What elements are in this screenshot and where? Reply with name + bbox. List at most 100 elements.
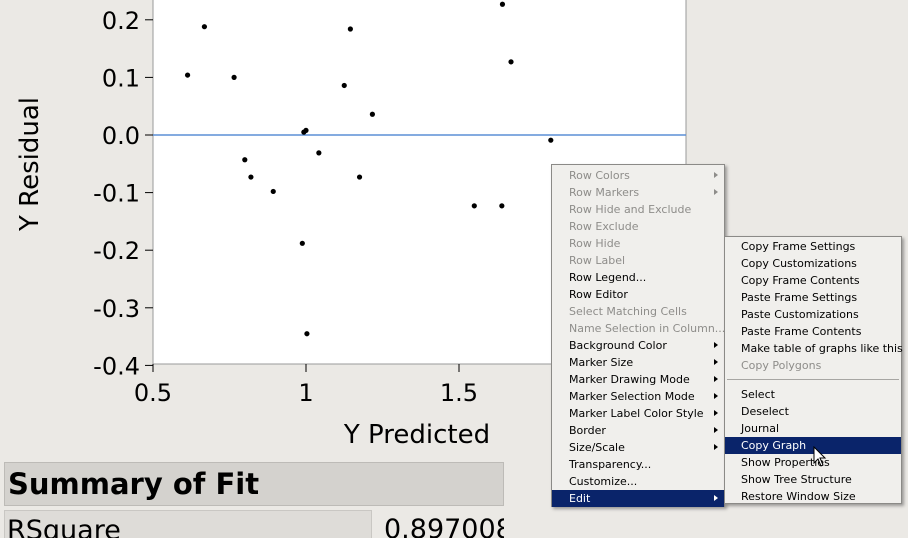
rsquare-row: RSquare 0.897008 — [4, 510, 504, 538]
x-axis: 0.5 1 1.5 — [134, 364, 478, 407]
data-point[interactable] — [303, 127, 309, 133]
y-tick-label: 0.0 — [102, 122, 140, 150]
menu-item-label: Customize... — [569, 475, 638, 488]
y-tick-label: -0.3 — [93, 295, 140, 323]
y-tick-label: -0.2 — [93, 237, 140, 265]
menu-item-row-markers[interactable]: Row Markers — [552, 184, 724, 201]
menu-item-label: Row Hide and Exclude — [569, 203, 692, 216]
menu-item-deselect[interactable]: Deselect — [725, 403, 901, 420]
data-points[interactable] — [184, 1, 554, 337]
menu-item-select-matching-cells[interactable]: Select Matching Cells — [552, 303, 724, 320]
data-point[interactable] — [270, 188, 276, 195]
menu-item-label: Edit — [569, 492, 591, 505]
menu-item-copy-customizations[interactable]: Copy Customizations — [725, 255, 901, 272]
menu-item-label: Make table of graphs like this — [741, 342, 903, 355]
menu-item-name-selection-in-column[interactable]: Name Selection in Column... — [552, 320, 725, 337]
menu-item-marker-drawing-mode[interactable]: Marker Drawing Mode — [552, 371, 724, 388]
menu-item-label: Row Label — [569, 254, 626, 267]
data-point[interactable] — [201, 24, 208, 30]
submenu-arrow-icon — [714, 189, 718, 195]
menu-item-background-color[interactable]: Background Color — [552, 337, 724, 354]
menu-item-copy-frame-contents[interactable]: Copy Frame Contents — [725, 272, 901, 289]
x-tick-label: 0.5 — [134, 379, 172, 407]
x-tick-label: 1 — [298, 379, 313, 407]
menu-item-size-scale[interactable]: Size/Scale — [552, 439, 724, 456]
menu-item-marker-size[interactable]: Marker Size — [552, 354, 724, 371]
data-point[interactable] — [242, 157, 248, 163]
menu-item-row-label[interactable]: Row Label — [552, 252, 724, 269]
data-point[interactable] — [508, 59, 514, 65]
menu-item-journal[interactable]: Journal — [725, 420, 901, 437]
menu-item-paste-frame-contents[interactable]: Paste Frame Contents — [725, 323, 901, 340]
y-axis: 0.2 0.1 0.0 -0.1 -0.2 -0.3 -0.4 — [93, 7, 153, 380]
menu-item-label: Transparency... — [569, 458, 652, 471]
rsquare-label-cell: RSquare — [4, 510, 372, 538]
menu-item-label: Row Colors — [569, 169, 630, 182]
menu-item-paste-frame-settings[interactable]: Paste Frame Settings — [725, 289, 901, 306]
data-point[interactable] — [299, 240, 305, 246]
data-point[interactable] — [499, 203, 505, 209]
menu-item-label: Marker Size — [569, 356, 634, 369]
menu-item-customize[interactable]: Customize... — [552, 473, 724, 490]
menu-item-copy-frame-settings[interactable]: Copy Frame Settings — [725, 238, 901, 255]
menu-item-transparency[interactable]: Transparency... — [552, 456, 724, 473]
menu-item-restore-window-size[interactable]: Restore Window Size — [725, 488, 901, 505]
menu-item-row-legend[interactable]: Row Legend... — [552, 269, 724, 286]
data-point[interactable] — [369, 111, 376, 117]
menu-item-show-tree-structure[interactable]: Show Tree Structure — [725, 471, 901, 488]
data-point[interactable] — [356, 174, 363, 180]
y-tick-label: -0.1 — [93, 180, 140, 208]
menu-separator — [727, 379, 899, 380]
x-tick-label: 1.5 — [440, 379, 478, 407]
data-point[interactable] — [341, 82, 347, 89]
submenu-arrow-icon — [714, 444, 718, 450]
data-point[interactable] — [499, 1, 506, 7]
data-point[interactable] — [316, 150, 322, 156]
data-point[interactable] — [471, 203, 477, 209]
menu-item-select[interactable]: Select — [725, 386, 901, 403]
menu-item-make-table-of-graphs-like-this[interactable]: Make table of graphs like this — [725, 340, 903, 357]
menu-item-copy-polygons[interactable]: Copy Polygons — [725, 357, 901, 374]
menu-item-label: Show Tree Structure — [741, 473, 852, 486]
menu-item-row-exclude[interactable]: Row Exclude — [552, 218, 724, 235]
menu-item-copy-graph[interactable]: Copy Graph — [725, 437, 901, 454]
menu-item-label: Journal — [741, 422, 780, 435]
menu-item-label: Deselect — [741, 405, 789, 418]
menu-item-label: Marker Label Color Style — [569, 407, 704, 420]
menu-item-label: Select Matching Cells — [569, 305, 687, 318]
graph-context-menu: Row Colors Row Markers Row Hide and Exclud… — [551, 164, 725, 507]
menu-item-border[interactable]: Border — [552, 422, 724, 439]
menu-item-label: Row Legend... — [569, 271, 647, 284]
menu-item-show-properties[interactable]: Show Properties — [725, 454, 901, 471]
menu-item-row-hide[interactable]: Row Hide — [552, 235, 724, 252]
menu-item-label: Restore Window Size — [741, 490, 856, 503]
rsquare-label: RSquare — [7, 515, 121, 538]
mouse-pointer-icon — [813, 446, 827, 467]
menu-item-row-hide-and-exclude[interactable]: Row Hide and Exclude — [552, 201, 724, 218]
y-tick-label: 0.2 — [102, 7, 140, 35]
data-point[interactable] — [248, 174, 254, 180]
summary-of-fit-title: Summary of Fit — [8, 467, 260, 501]
data-point[interactable] — [231, 74, 237, 80]
submenu-arrow-icon — [714, 393, 718, 399]
menu-item-marker-label-color-style[interactable]: Marker Label Color Style — [552, 405, 724, 422]
menu-item-label: Row Exclude — [569, 220, 639, 233]
summary-of-fit-header[interactable]: Summary of Fit — [4, 462, 504, 506]
menu-item-paste-customizations[interactable]: Paste Customizations — [725, 306, 901, 323]
menu-item-label: Paste Frame Contents — [741, 325, 862, 338]
menu-item-label: Row Hide — [569, 237, 621, 250]
data-point[interactable] — [184, 72, 191, 78]
menu-item-label: Size/Scale — [569, 441, 625, 454]
menu-item-row-colors[interactable]: Row Colors — [552, 167, 724, 184]
menu-item-marker-selection-mode[interactable]: Marker Selection Mode — [552, 388, 724, 405]
edit-submenu: Copy Frame Settings Copy Customizations Co… — [724, 236, 903, 505]
y-tick-label: 0.1 — [102, 64, 140, 92]
menu-item-label: Copy Frame Contents — [741, 274, 860, 287]
submenu-arrow-icon — [714, 342, 718, 348]
data-point[interactable] — [548, 137, 554, 143]
menu-item-label: Background Color — [569, 339, 667, 352]
data-point[interactable] — [347, 26, 353, 32]
data-point[interactable] — [304, 331, 310, 337]
menu-item-row-editor[interactable]: Row Editor — [552, 286, 724, 303]
menu-item-edit[interactable]: Edit — [552, 490, 724, 507]
